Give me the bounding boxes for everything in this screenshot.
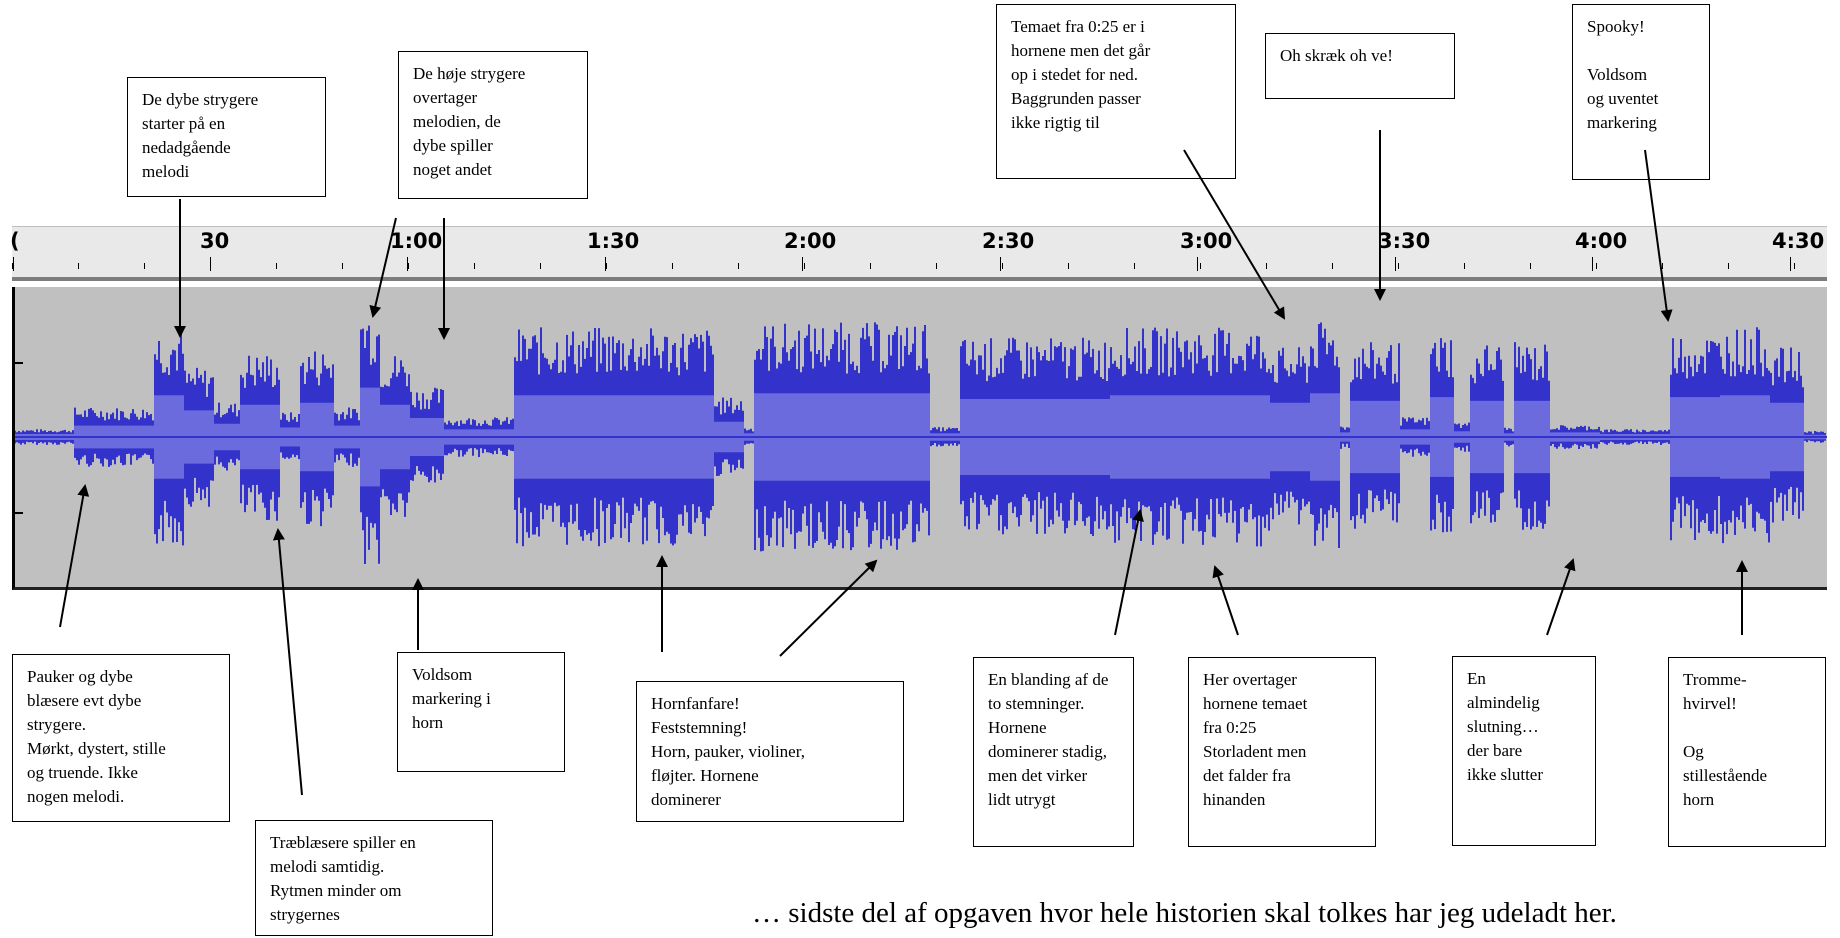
ruler-tick [540,263,541,269]
note-timpani: Pauker og dybe blæsere evt dybe strygere… [12,654,230,822]
ruler-major-tick [1592,257,1593,271]
ruler-major-tick [407,257,408,271]
audio-track[interactable] [12,287,1827,590]
timeline-label: 4:30 [1772,229,1825,253]
note-woodwinds: Træblæsere spiller en melodi samtidig. R… [255,820,493,936]
ruler-tick [144,263,145,269]
amplitude-tick [15,512,23,514]
note-high-strings: De høje strygere overtager melodien, de … [398,51,588,199]
timeline-label: 3:00 [1180,229,1233,253]
ruler-tick [1728,263,1729,269]
ruler-major-tick [1790,257,1791,271]
ruler-tick [804,263,805,269]
note-deep-strings: De dybe strygere starter på en nedadgåen… [127,77,326,197]
ruler-major-tick [1395,257,1396,271]
note-theme-horns: Temaet fra 0:25 er i hornene men det går… [996,4,1236,179]
ruler-major-tick [1000,257,1001,271]
ruler-tick [606,263,607,269]
ruler-tick [1530,263,1531,269]
ruler-tick [474,263,475,269]
ruler-tick [276,263,277,269]
ruler-major-tick [1197,257,1198,271]
note-spooky: Spooky! Voldsom og uventet markering [1572,4,1710,180]
ruler-tick [342,263,343,269]
ruler-tick [1200,263,1201,269]
ruler-tick [408,263,409,269]
note-oh-horror: Oh skræk oh ve! [1265,33,1455,99]
ruler-tick [672,263,673,269]
ruler-tick [78,263,79,269]
timeline-label: 3:30 [1378,229,1431,253]
ruler-major-tick [210,257,211,271]
ruler-tick [870,263,871,269]
ruler-tick [1398,263,1399,269]
timeline-label: ( [10,229,20,253]
ruler-tick [1002,263,1003,269]
ruler-major-tick [802,257,803,271]
ruler-major-tick [605,257,606,271]
note-fanfare: Hornfanfare! Feststemning! Horn, pauker,… [636,681,904,822]
note-horns-take-over: Her overtager hornene temaet fra 0:25 St… [1188,657,1376,847]
ruler-tick [1068,263,1069,269]
ruler-tick [1332,263,1333,269]
timeline-label: 2:00 [784,229,837,253]
timeline-label: 1:00 [390,229,443,253]
ruler-tick [936,263,937,269]
ruler-tick [1662,263,1663,269]
note-mix: En blanding af de to stemninger. Hornene… [973,657,1134,847]
ruler-tick [1794,263,1795,269]
ruler-tick [1464,263,1465,269]
ruler-tick [1134,263,1135,269]
ruler-tick [12,263,13,269]
timeline-label: 2:30 [982,229,1035,253]
footer-note: … sidste del af opgaven hvor hele histor… [752,897,1617,929]
ruler-tick [738,263,739,269]
ruler-tick [1596,263,1597,269]
timeline-ruler[interactable]: ( 30 1:00 1:30 2:00 2:30 3:00 3:30 4:00 … [10,226,1827,281]
timeline-label: 30 [200,229,230,253]
note-drumroll: Tromme- hvirvel! Og stillestående horn [1668,657,1826,847]
amplitude-tick [15,362,23,364]
ruler-major-tick [13,257,14,271]
timeline-label: 1:30 [587,229,640,253]
ruler-tick [1266,263,1267,269]
timeline-label: 4:00 [1575,229,1628,253]
waveform [15,322,1827,564]
note-violent-horn: Voldsom markering i horn [397,652,565,772]
note-ending: En almindelig slutning… der bare ikke sl… [1452,656,1596,846]
